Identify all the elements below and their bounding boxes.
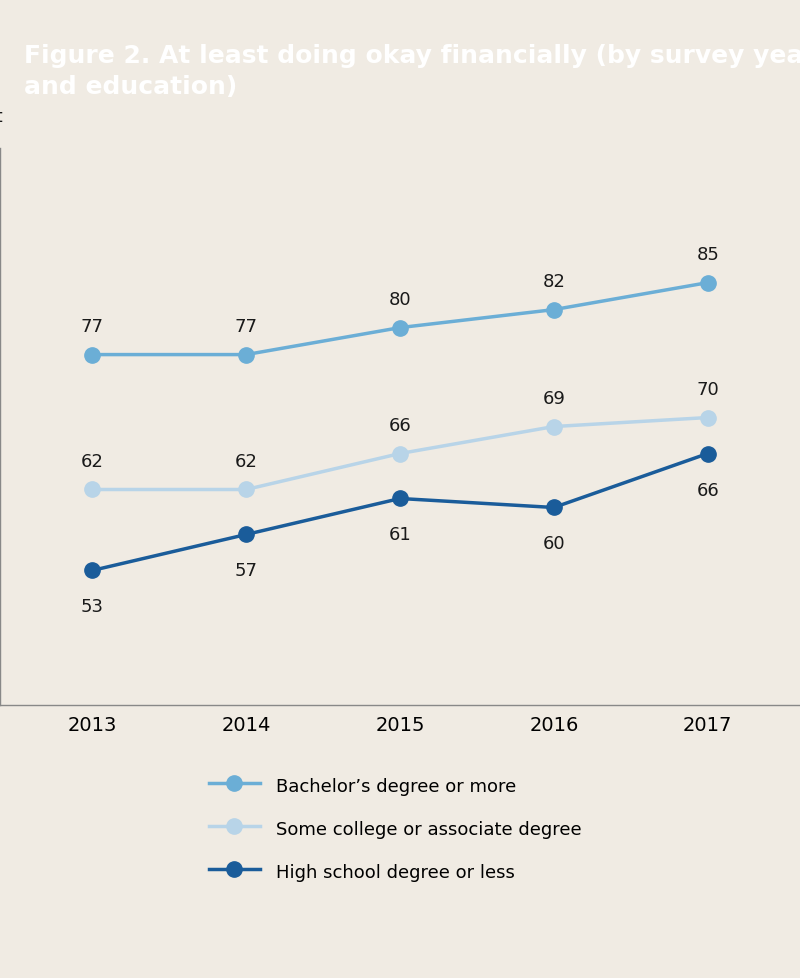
Text: 60: 60 (542, 535, 565, 553)
Text: 80: 80 (389, 290, 411, 308)
Text: Figure 2. At least doing okay financially (by survey year
and education): Figure 2. At least doing okay financiall… (24, 44, 800, 99)
Text: 66: 66 (696, 481, 719, 499)
Text: 82: 82 (542, 273, 566, 290)
Text: 85: 85 (696, 245, 719, 263)
Text: 53: 53 (81, 598, 104, 616)
Text: 69: 69 (542, 389, 566, 407)
Text: 70: 70 (696, 380, 719, 398)
Text: 66: 66 (389, 417, 411, 434)
Text: 61: 61 (389, 526, 411, 544)
Text: 77: 77 (81, 318, 104, 335)
Text: 62: 62 (81, 452, 104, 470)
Legend: Bachelor’s degree or more, Some college or associate degree, High school degree : Bachelor’s degree or more, Some college … (209, 776, 582, 880)
Text: 62: 62 (234, 452, 258, 470)
Text: Percent: Percent (0, 109, 2, 126)
Text: 77: 77 (234, 318, 258, 335)
Text: 57: 57 (234, 562, 258, 580)
